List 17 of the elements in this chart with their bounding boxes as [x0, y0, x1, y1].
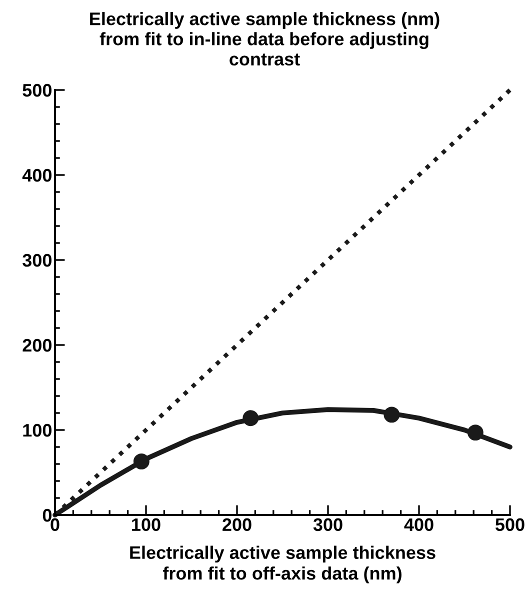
y-tick-label: 400 — [22, 168, 52, 182]
x-tick-label: 100 — [132, 518, 160, 532]
chart-title: Electrically active sample thickness (nm) from fit to in-line data before adjusting contrast — [90, 12, 440, 66]
point — [384, 406, 400, 423]
y-tick-label: 300 — [22, 254, 52, 267]
y-tick-label: 200 — [22, 338, 52, 352]
x-tick-label: 400 — [404, 518, 434, 532]
x-tick-label: 300 — [313, 518, 342, 532]
y-tick-label: 0 — [42, 508, 52, 522]
point — [133, 453, 150, 470]
x-tick-label: 200 — [222, 518, 252, 532]
x-axis-title: Electrically active sample thickness from fit to off-axis data (nm) — [130, 546, 436, 584]
x-tick-label: 500 — [495, 518, 524, 532]
y-tick-label: 500 — [22, 84, 52, 97]
point — [242, 410, 259, 426]
point — [467, 424, 484, 441]
y-tick-label: 100 — [23, 424, 52, 437]
